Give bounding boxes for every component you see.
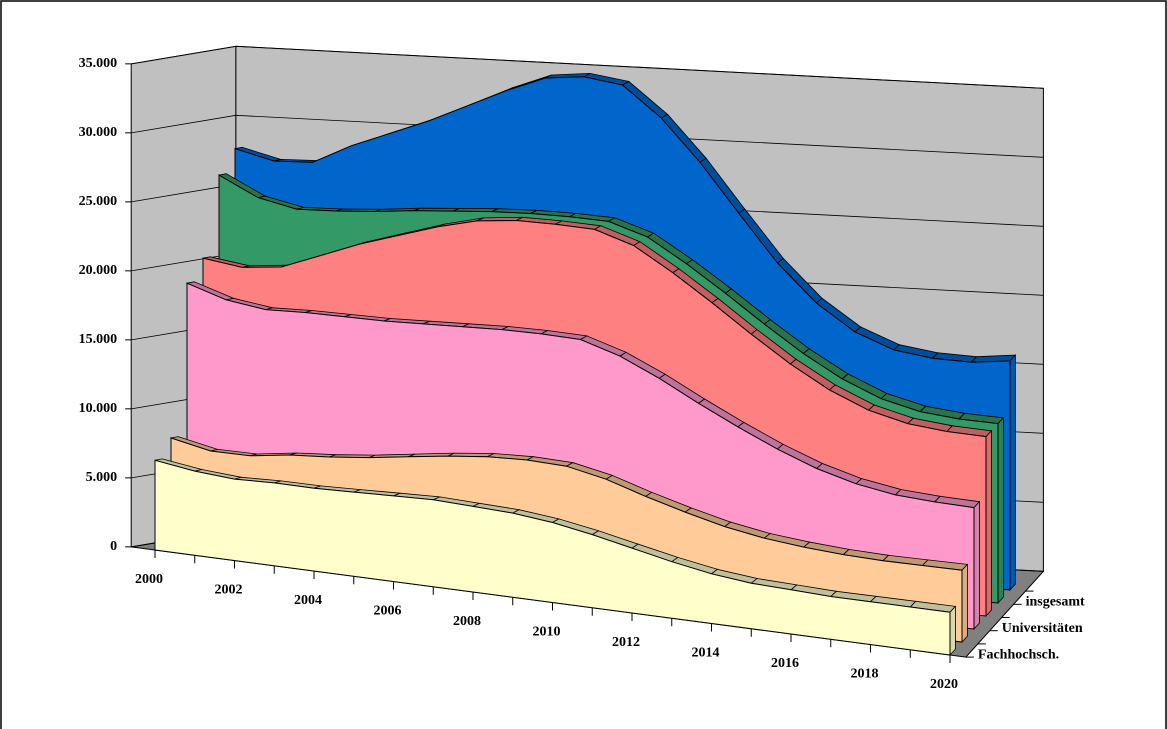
- x-tick-label: 2014: [692, 646, 720, 661]
- x-tick-label: 2018: [851, 667, 879, 682]
- z-tick-label: Universitäten: [1002, 621, 1083, 636]
- y-tick-label: 35.000: [79, 56, 118, 71]
- x-tick-label: 2008: [453, 614, 481, 629]
- x-tick-label: 2006: [374, 604, 402, 619]
- area-end: [985, 429, 992, 618]
- z-tick-label: Fachhochsch.: [978, 647, 1059, 662]
- y-tick-label: 0: [110, 539, 117, 554]
- area-end: [949, 605, 956, 657]
- x-tick-label: 2012: [612, 635, 640, 650]
- area: [154, 459, 951, 656]
- area-end: [997, 416, 1004, 605]
- x-tick-label: 2010: [533, 625, 561, 640]
- grid-line: [131, 114, 1044, 158]
- x-tick-label: 2000: [135, 572, 163, 587]
- area-end: [973, 500, 980, 631]
- x-tick-label: 2002: [215, 583, 243, 598]
- area-end: [1009, 354, 1016, 592]
- x-tick-label: 2020: [930, 677, 958, 692]
- y-tick-label: 20.000: [79, 263, 118, 278]
- z-tick-label: insgesamt: [1026, 595, 1085, 610]
- area-end: [961, 563, 968, 644]
- y-tick-label: 30.000: [79, 125, 118, 140]
- y-tick-label: 25.000: [79, 194, 118, 209]
- y-tick-label: 15.000: [79, 332, 118, 347]
- x-tick-label: 2004: [294, 593, 322, 608]
- y-tick-label: 5.000: [86, 470, 118, 485]
- x-tick-label: 2016: [771, 656, 799, 671]
- grid-line: [131, 45, 1044, 89]
- y-tick-label: 10.000: [79, 401, 118, 416]
